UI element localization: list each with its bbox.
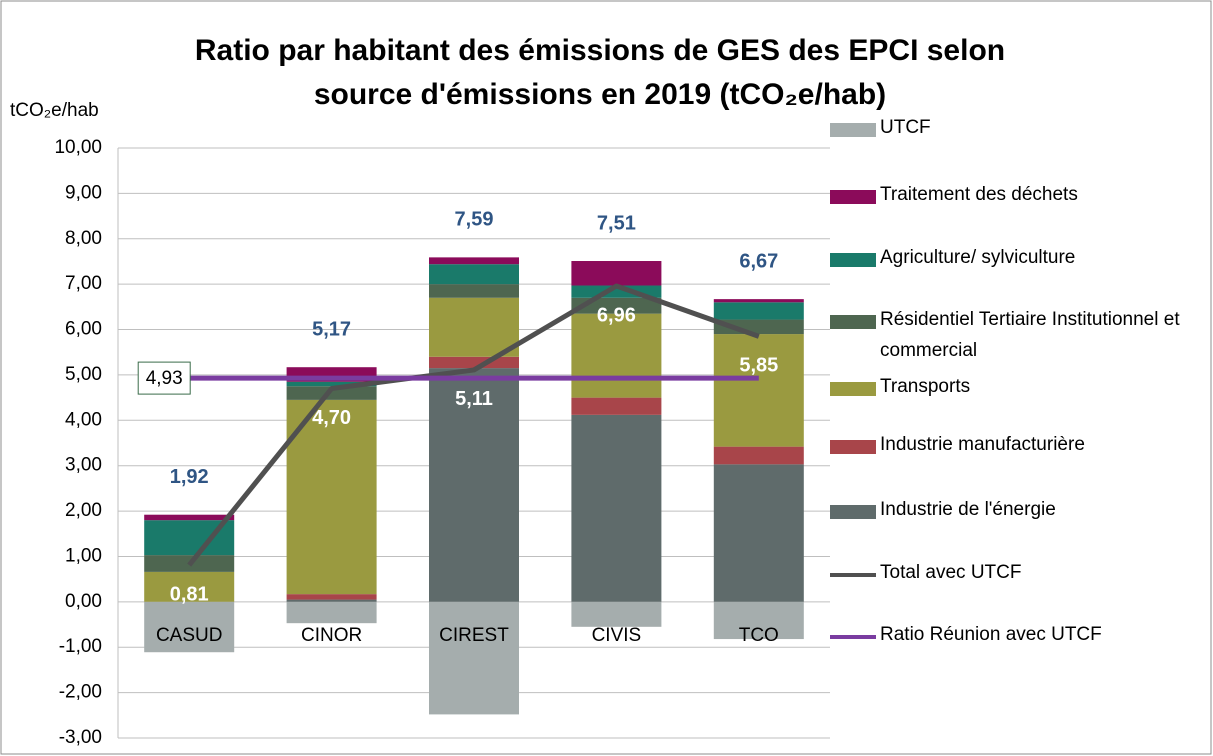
total-label: 7,59 (455, 209, 494, 231)
bar-segment (429, 356, 519, 369)
data-label: 5,85 (739, 355, 778, 377)
y-tick-label: 4,00 (65, 409, 102, 430)
legend-item: Industrie de l'énergie (830, 499, 1180, 525)
legend-label: Ratio Réunion avec UTCF (880, 624, 1102, 645)
y-tick-label: 9,00 (65, 182, 102, 203)
y-tick-label: 1,00 (65, 545, 102, 566)
bar-segment (286, 601, 377, 624)
legend-label: Traitement des déchets (880, 184, 1078, 205)
bar-segment (713, 299, 804, 303)
bar-segment (286, 594, 377, 600)
y-tick-label: 5,00 (65, 364, 102, 385)
data-label: 4,70 (312, 407, 351, 429)
y-tick-label: 8,00 (65, 228, 102, 249)
legend-swatch (830, 573, 876, 577)
bar-segment (429, 264, 519, 285)
bar-segment (286, 399, 377, 595)
bar-segment (571, 397, 662, 415)
legend-item: Agriculture/ sylviculture (830, 247, 1180, 273)
y-tick-label: 2,00 (65, 500, 102, 521)
legend-item: Transports (830, 376, 1180, 402)
chart-title: source d'émissions en 2019 (tCO₂e/hab) (314, 78, 886, 111)
legend-item: Total avec UTCF (830, 562, 1180, 588)
data-label: 4,93 (146, 368, 183, 389)
legend-item: Industrie manufacturière (830, 434, 1180, 460)
total-label: 5,17 (312, 318, 351, 340)
bar-segment (713, 464, 804, 602)
bar-segment (429, 284, 519, 298)
bar-segment (571, 261, 662, 286)
data-label: 0,81 (170, 583, 209, 605)
legend-item: Ratio Réunion avec UTCF (830, 624, 1180, 650)
y-tick-label: 3,00 (65, 455, 102, 476)
chart-title: Ratio par habitant des émissions de GES … (195, 34, 1005, 67)
legend-swatch (830, 190, 876, 204)
x-tick-label: TCO (739, 625, 779, 646)
bar-segment (571, 414, 662, 602)
legend-swatch (830, 505, 876, 519)
y-tick-label: 7,00 (65, 273, 102, 294)
bar-segment (571, 601, 662, 627)
legend-swatch (830, 123, 876, 137)
legend-label: Total avec UTCF (880, 562, 1022, 583)
bar-segment (144, 601, 235, 653)
bar-segment (144, 514, 235, 521)
legend-label: Agriculture/ sylviculture (880, 247, 1076, 268)
legend-label: Industrie manufacturière (880, 434, 1085, 455)
bar-segment (429, 257, 519, 265)
y-tick-label: -2,00 (59, 682, 102, 703)
legend-swatch (830, 635, 876, 639)
x-tick-label: CASUD (156, 625, 223, 646)
legend-label: Résidentiel Tertiaire Institutionnel et … (880, 309, 1180, 361)
bar-segment (571, 313, 662, 398)
y-axis-label: tCO₂e/hab (10, 100, 99, 121)
label-box (137, 361, 191, 395)
bar-segment (286, 381, 377, 387)
total-label: 1,92 (170, 466, 209, 488)
y-tick-label: -1,00 (59, 636, 102, 657)
legend-label: Industrie de l'énergie (880, 499, 1056, 520)
bar-segment (286, 599, 377, 602)
legend-item: Résidentiel Tertiaire Institutionnel et … (830, 309, 1180, 366)
bar-segment (713, 446, 804, 465)
total-label: 7,51 (597, 212, 636, 234)
data-label: 6,96 (597, 304, 636, 326)
y-tick-label: -3,00 (59, 727, 102, 748)
x-tick-label: CIREST (439, 625, 509, 646)
legend-swatch (830, 440, 876, 454)
legend-label: UTCF (880, 117, 931, 138)
legend-swatch (830, 315, 876, 329)
legend-item: UTCF (830, 117, 1180, 143)
bar-segment (144, 571, 235, 602)
bar-segment (286, 386, 377, 400)
data-label: 5,11 (455, 388, 493, 410)
bar-segment (429, 601, 519, 715)
y-tick-label: 10,00 (54, 137, 102, 158)
total-label: 6,67 (739, 250, 778, 272)
bar-segment (713, 334, 804, 447)
x-tick-label: CIVIS (592, 625, 642, 646)
x-tick-label: CINOR (301, 625, 362, 646)
bar-segment (713, 601, 804, 640)
legend-item: Traitement des déchets (830, 184, 1180, 210)
bar-segment (713, 302, 804, 320)
bar-segment (429, 297, 519, 357)
legend-swatch (830, 253, 876, 267)
legend-label: Transports (880, 376, 971, 397)
legend-swatch (830, 382, 876, 396)
y-tick-label: 0,00 (65, 591, 102, 612)
bar-segment (429, 368, 519, 602)
line-series (187, 283, 760, 567)
y-tick-label: 6,00 (65, 319, 102, 340)
